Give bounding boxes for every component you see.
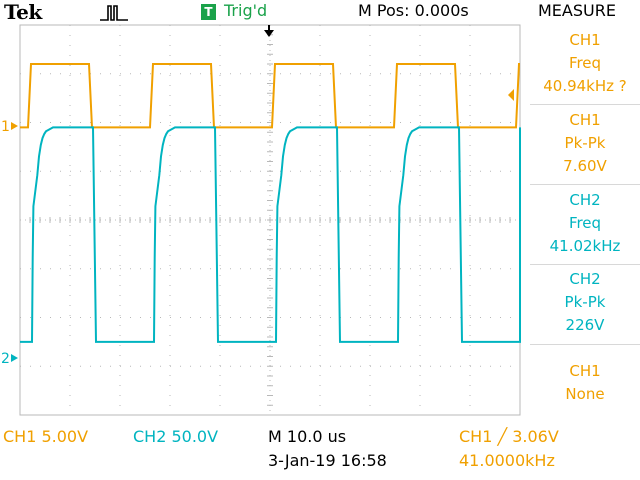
measurement-value: 7.60V (563, 157, 607, 175)
menu-divider (530, 344, 640, 345)
menu-divider (530, 184, 640, 185)
measurement-type: None (565, 385, 605, 403)
ch2-marker-arrow (11, 354, 18, 362)
measurement-value: 40.94kHz ? (543, 77, 627, 95)
measurement-source: CH2 (569, 270, 601, 288)
trigger-status: Trig'd (224, 1, 268, 20)
trigger-setting: CH1 ╱ 3.06V (459, 427, 559, 446)
measurement-1[interactable]: CH1 Freq 40.94kHz ? (530, 29, 640, 98)
timebase: M 10.0 us (268, 427, 347, 446)
ch1-marker: 1 (1, 119, 10, 135)
trigger-level-marker (508, 89, 514, 101)
measurement-value: 41.02kHz (549, 237, 621, 255)
measurement-5[interactable]: CH1 None (530, 360, 640, 406)
trigger-position-stem (268, 25, 270, 31)
ch2-scale: CH2 50.0V (133, 427, 219, 446)
ch2-marker: 2 (1, 351, 10, 367)
measurement-2[interactable]: CH1 Pk-Pk 7.60V (530, 109, 640, 178)
ch1-scale: CH1 5.00V (3, 427, 89, 446)
ch2-waveform (20, 126, 521, 343)
ch1-marker-arrow (11, 122, 18, 130)
menu-title: MEASURE (538, 1, 616, 20)
measurement-source: CH1 (569, 111, 601, 129)
menu-divider (530, 264, 640, 265)
ch1-waveform (20, 63, 520, 129)
date-time: 3-Jan-19 16:58 (268, 451, 387, 470)
measurement-source: CH1 (569, 362, 601, 380)
trigger-badge: T (201, 4, 216, 20)
horizontal-position: M Pos: 0.000s (358, 1, 469, 20)
measurement-type: Pk-Pk (564, 293, 606, 311)
measurement-type: Freq (568, 54, 602, 72)
measurement-3[interactable]: CH2 Freq 41.02kHz (530, 189, 640, 258)
brand-logo: Tek (4, 0, 42, 24)
measurement-source: CH1 (569, 31, 601, 49)
trigger-frequency: 41.0000kHz (459, 451, 555, 470)
pulse-icon (100, 5, 128, 21)
trigger-position-marker (264, 30, 274, 37)
measurement-4[interactable]: CH2 Pk-Pk 226V (530, 268, 640, 337)
measurement-type: Freq (568, 214, 602, 232)
graticule (19, 24, 521, 416)
menu-divider (530, 104, 640, 105)
measurement-source: CH2 (569, 191, 601, 209)
measurement-type: Pk-Pk (564, 134, 606, 152)
measurement-value: 226V (565, 316, 605, 334)
